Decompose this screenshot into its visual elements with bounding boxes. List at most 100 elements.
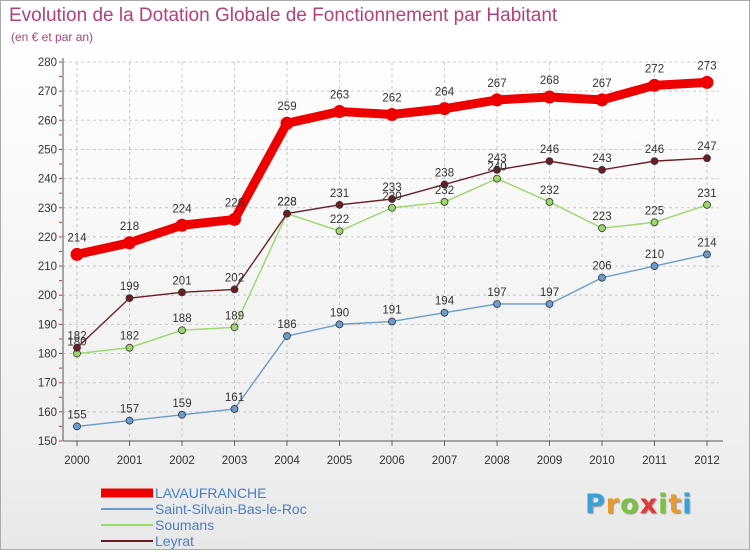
data-point-0: [700, 75, 714, 89]
data-label-3: 238: [435, 167, 454, 179]
data-point-2: [440, 198, 449, 206]
data-label-2: 188: [172, 313, 191, 325]
data-label-1: 159: [172, 398, 191, 410]
data-label-0: 214: [67, 232, 87, 244]
data-point-3: [178, 288, 186, 297]
data-label-3: 247: [697, 141, 716, 153]
data-label-1: 214: [697, 237, 717, 249]
data-label-0: 267: [592, 78, 611, 90]
data-label-1: 210: [645, 249, 664, 261]
y-tick-label: 150: [38, 436, 57, 448]
data-label-2: 232: [435, 185, 454, 197]
data-point-0: [385, 107, 399, 121]
data-label-0: 224: [172, 203, 192, 215]
legend-item-lavaufranche: LAVAUFRANCHE: [101, 485, 361, 501]
logo-letter: t: [668, 489, 683, 520]
data-label-2: 225: [645, 205, 664, 217]
logo-letter: i: [682, 489, 693, 520]
data-point-3: [230, 285, 239, 294]
data-point-0: [70, 247, 84, 261]
data-point-3: [650, 157, 659, 166]
data-point-2: [178, 326, 186, 335]
data-point-2: [545, 198, 554, 206]
data-point-3: [440, 180, 449, 189]
data-point-3: [283, 209, 291, 218]
data-label-3: 233: [382, 182, 401, 194]
data-label-3: 243: [592, 153, 611, 165]
data-point-1: [283, 332, 291, 340]
legend-swatch-lavaufranche: [101, 488, 153, 498]
data-label-1: 197: [540, 287, 559, 299]
x-tick-label: 2008: [484, 455, 510, 467]
data-label-2: 180: [67, 337, 86, 349]
data-point-1: [440, 308, 449, 317]
legend-label-saint-silvain: Saint-Silvain-Bas-le-Roc: [155, 501, 307, 517]
data-point-0: [175, 218, 189, 232]
data-point-1: [388, 317, 396, 326]
y-tick-label: 280: [38, 57, 57, 69]
chart-title: Evolution de la Dotation Globale de Fonc…: [9, 5, 558, 26]
data-point-0: [438, 102, 451, 116]
data-label-3: 246: [540, 144, 559, 156]
logo-letter: P: [585, 489, 606, 520]
x-tick-label: 2010: [589, 455, 615, 467]
x-tick-label: 2007: [432, 455, 458, 467]
data-label-3: 243: [487, 153, 506, 165]
y-tick-label: 220: [38, 232, 57, 244]
y-tick-label: 180: [38, 349, 57, 361]
chart-subtitle: (en € et par an): [11, 30, 94, 44]
data-point-2: [703, 200, 711, 209]
data-label-3: 228: [277, 197, 296, 209]
x-tick-label: 2003: [222, 455, 248, 467]
data-point-3: [598, 165, 606, 174]
data-point-1: [125, 416, 134, 425]
data-point-0: [595, 93, 609, 107]
x-tick-label: 2012: [694, 455, 720, 467]
y-tick-label: 240: [38, 174, 57, 186]
x-tick-label: 2004: [274, 455, 300, 467]
data-label-2: 230: [382, 191, 401, 203]
data-label-0: 226: [225, 197, 244, 209]
data-point-0: [333, 105, 346, 119]
data-label-3: 231: [330, 188, 349, 200]
logo-letter: r: [605, 489, 621, 520]
legend-item-saint-silvain: Saint-Silvain-Bas-le-Roc: [101, 501, 361, 517]
data-point-2: [493, 174, 501, 183]
data-point-3: [545, 157, 554, 166]
data-point-1: [545, 300, 554, 308]
data-label-1: 155: [67, 409, 86, 421]
data-label-1: 157: [120, 404, 139, 416]
legend-swatch-leyrat: [101, 540, 153, 542]
data-point-3: [335, 200, 344, 209]
data-label-0: 273: [697, 60, 716, 72]
data-label-1: 186: [277, 319, 296, 331]
y-tick-label: 190: [38, 319, 57, 331]
data-label-0: 264: [435, 87, 455, 99]
data-label-0: 268: [540, 75, 559, 87]
legend-swatch-saint-silvain: [101, 508, 153, 510]
logo-letter: o: [620, 489, 640, 520]
data-point-2: [650, 218, 659, 227]
data-label-1: 194: [435, 296, 455, 308]
legend-label-lavaufranche: LAVAUFRANCHE: [155, 485, 267, 501]
x-tick-label: 2002: [169, 455, 195, 467]
data-label-3: 182: [67, 331, 86, 343]
data-point-3: [125, 294, 134, 303]
y-tick-label: 210: [38, 261, 57, 273]
proxiti-logo: Proxiti: [585, 489, 693, 520]
data-point-1: [598, 273, 606, 282]
data-label-0: 267: [487, 78, 506, 90]
data-point-0: [648, 78, 661, 92]
x-tick-label: 2001: [117, 455, 143, 467]
data-point-3: [703, 154, 711, 163]
logo-letter: i: [658, 489, 669, 520]
y-tick-label: 230: [38, 203, 57, 215]
data-point-1: [335, 320, 344, 329]
legend-label-leyrat: Leyrat: [155, 533, 194, 549]
data-label-2: 240: [487, 162, 506, 174]
data-label-1: 206: [592, 261, 611, 273]
data-label-1: 190: [330, 307, 349, 319]
data-point-0: [123, 236, 136, 250]
data-label-2: 231: [697, 188, 716, 200]
